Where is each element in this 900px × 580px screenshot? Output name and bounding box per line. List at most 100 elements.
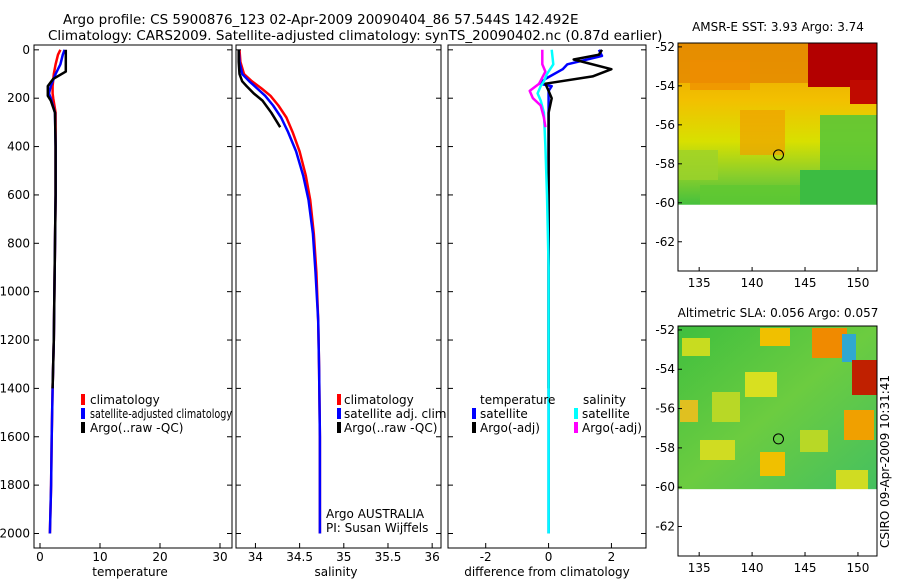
sla-map-title: Altimetric SLA: 0.056 Argo: 0.057: [678, 306, 879, 320]
legend-label-sal-satellite: satellite: [582, 407, 630, 421]
legend-swatch-argo: [337, 422, 341, 433]
temperature-xtick-label: 30: [212, 550, 227, 564]
map-xtick-label: 140: [741, 276, 764, 290]
sla-argo-location-marker: [772, 433, 784, 445]
salinity-panel: 34 34.5 35 35.5 36 salinity climatology sate…: [235, 44, 450, 579]
difference-xtick-label: 2: [608, 550, 616, 564]
sst-map-axes: [677, 42, 878, 272]
salinity-xtick-label: 35: [336, 550, 351, 564]
salinity-xlabel: salinity: [314, 565, 357, 579]
series-line-argo: [46, 49, 68, 389]
depth-tick-label: 800: [7, 236, 30, 250]
depth-tick-label: 400: [7, 140, 30, 154]
sst-map-field: [678, 43, 877, 271]
legend-label-climatology: climatology: [90, 393, 160, 407]
figure-title-line2: Climatology: CARS2009. Satellite-adjuste…: [48, 28, 663, 44]
series-line-sal_argo: [528, 49, 547, 128]
map-xtick-label: 135: [688, 276, 711, 290]
map-xtick-label: 150: [846, 561, 869, 575]
map-ytick-label: -56: [655, 402, 675, 416]
depth-tick-label: 1600: [0, 430, 30, 444]
figure-title-line1: Argo profile: CS 5900876_123 02-Apr-2009…: [63, 12, 579, 28]
temperature-xtick-label: 0: [36, 550, 44, 564]
map-ytick-label: -62: [655, 520, 675, 534]
salinity-xtick-label: 36: [425, 550, 440, 564]
map-ytick-label: -62: [655, 235, 675, 249]
depth-tick-label: 1400: [0, 381, 30, 395]
legend-label-temp-satellite: satellite: [480, 407, 528, 421]
temperature-xtick-label: 10: [92, 550, 107, 564]
sla-map-ticks: 135 140 145 150 -52 -54 -56 -58 -60 -62: [655, 323, 869, 575]
no-data-region: [678, 204, 877, 271]
map-xtick-label: 150: [846, 276, 869, 290]
difference-legend: temperature satellite Argo(-adj) salinit…: [472, 393, 642, 435]
difference-xlabel: difference from climatology: [464, 565, 630, 579]
float-owner-label: Argo AUSTRALIA: [326, 507, 425, 521]
difference-lines: [528, 49, 613, 534]
map-xtick-label: 145: [794, 561, 817, 575]
legend-label-argo: Argo(..raw -QC): [90, 421, 183, 435]
legend-swatch-climatology: [337, 394, 341, 405]
temperature-panel: 0 200 400 600 800 1000 1200 1400 1600 1800 2000 0 1…: [0, 43, 233, 579]
salinity-xtick-label: 34.5: [286, 550, 313, 564]
depth-tick-label: 200: [7, 91, 30, 105]
legend-label-sal-argo: Argo(-adj): [582, 421, 642, 435]
temperature-legend: climatology satellite-adjusted climatolo…: [81, 393, 232, 435]
difference-axes: [447, 44, 647, 549]
difference-x-axis: -2 0 2: [480, 543, 616, 564]
legend-label-satellite: satellite-adjusted climatology: [90, 407, 232, 421]
difference-xtick-label: 0: [545, 550, 553, 564]
legend-swatch-sal-argo: [574, 422, 578, 433]
legend-group-temperature: temperature: [480, 393, 555, 407]
temperature-axes: [33, 44, 233, 549]
temperature-lines: [46, 49, 68, 534]
legend-swatch-climatology: [81, 394, 85, 405]
map-ytick-label: -60: [655, 480, 675, 494]
salinity-lines: [237, 49, 322, 534]
map-ytick-label: -58: [655, 157, 675, 171]
map-ytick-label: -58: [655, 441, 675, 455]
map-xtick-label: 145: [794, 276, 817, 290]
series-line-satellite: [237, 49, 322, 534]
series-line-sal_satellite: [536, 49, 555, 534]
salinity-xtick-label: 35.5: [375, 550, 402, 564]
sst-map-panel: AMSR-E SST: 3.93 Argo: 3.74 135 140 145 150…: [655, 20, 878, 290]
legend-swatch-temp-argo: [472, 422, 476, 433]
depth-tick-label: 1800: [0, 478, 30, 492]
temperature-xlabel: temperature: [92, 565, 167, 579]
sst-argo-location-marker: [772, 149, 784, 161]
depth-tick-label: 0: [22, 43, 30, 57]
legend-swatch-satellite: [337, 408, 341, 419]
legend-label-climatology: climatology: [344, 393, 414, 407]
legend-swatch-argo: [81, 422, 85, 433]
map-ytick-label: -54: [655, 79, 675, 93]
map-ytick-label: -52: [655, 40, 675, 54]
map-xtick-label: 140: [741, 561, 764, 575]
sla-map-field: [678, 326, 877, 556]
series-line-argo: [237, 49, 282, 128]
depth-tick-label: 600: [7, 188, 30, 202]
timestamp-stamp: CSIRO 09-Apr-2009 10:31:41: [878, 375, 892, 548]
salinity-x-axis: 34 34.5 35 35.5 36: [248, 543, 440, 564]
legend-swatch-satellite: [81, 408, 85, 419]
salinity-axes: [235, 44, 442, 549]
sst-map-ticks: 135 140 145 150 -52 -54 -56 -58 -60 -62: [655, 40, 869, 290]
legend-swatch-sal-satellite: [574, 408, 578, 419]
map-ytick-label: -60: [655, 196, 675, 210]
pi-label: PI: Susan Wijffels: [326, 521, 428, 535]
temperature-x-axis: 0 10 20 30: [36, 543, 228, 564]
difference-panel: -2 0 2 difference from climatology tempera…: [447, 44, 647, 579]
no-data-region: [678, 489, 877, 556]
legend-swatch-temp-satellite: [472, 408, 476, 419]
legend-group-salinity: salinity: [583, 393, 626, 407]
sla-map-axes: [677, 325, 878, 557]
legend-label-argo: Argo(..raw -QC): [344, 421, 437, 435]
legend-label-temp-argo: Argo(-adj): [480, 421, 540, 435]
map-ytick-label: -54: [655, 362, 675, 376]
depth-axis: 0 200 400 600 800 1000 1200 1400 1600 1800 2000: [0, 43, 30, 541]
depth-tick-label: 1200: [0, 333, 30, 347]
temperature-xtick-label: 20: [152, 550, 167, 564]
map-ytick-label: -56: [655, 118, 675, 132]
sst-map-title: AMSR-E SST: 3.93 Argo: 3.74: [692, 20, 864, 34]
